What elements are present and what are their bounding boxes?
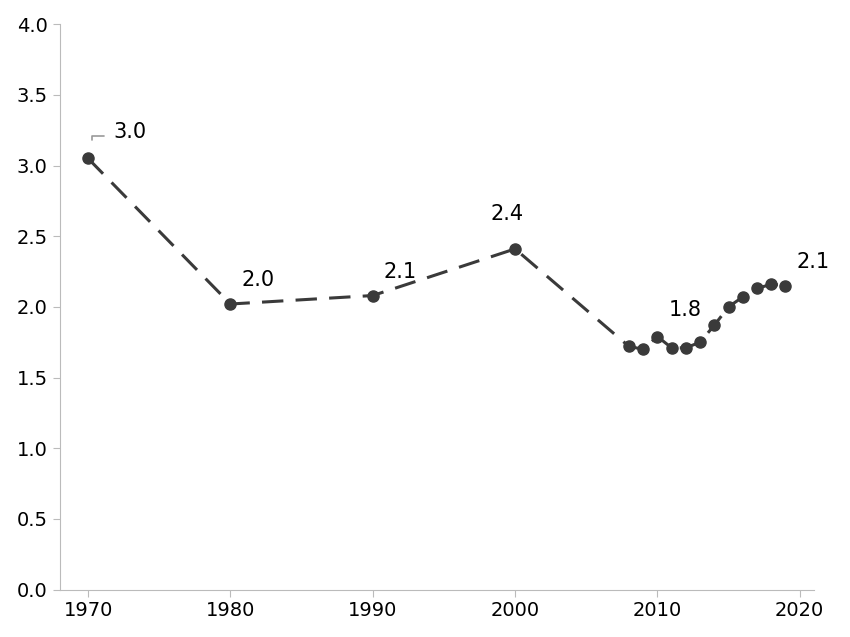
Text: 2.4: 2.4 xyxy=(490,204,524,224)
Text: 1.8: 1.8 xyxy=(668,300,701,320)
Text: 2.1: 2.1 xyxy=(796,252,830,272)
Text: 2.1: 2.1 xyxy=(384,262,417,282)
Text: 3.0: 3.0 xyxy=(113,122,146,142)
Text: 2.0: 2.0 xyxy=(241,270,275,290)
